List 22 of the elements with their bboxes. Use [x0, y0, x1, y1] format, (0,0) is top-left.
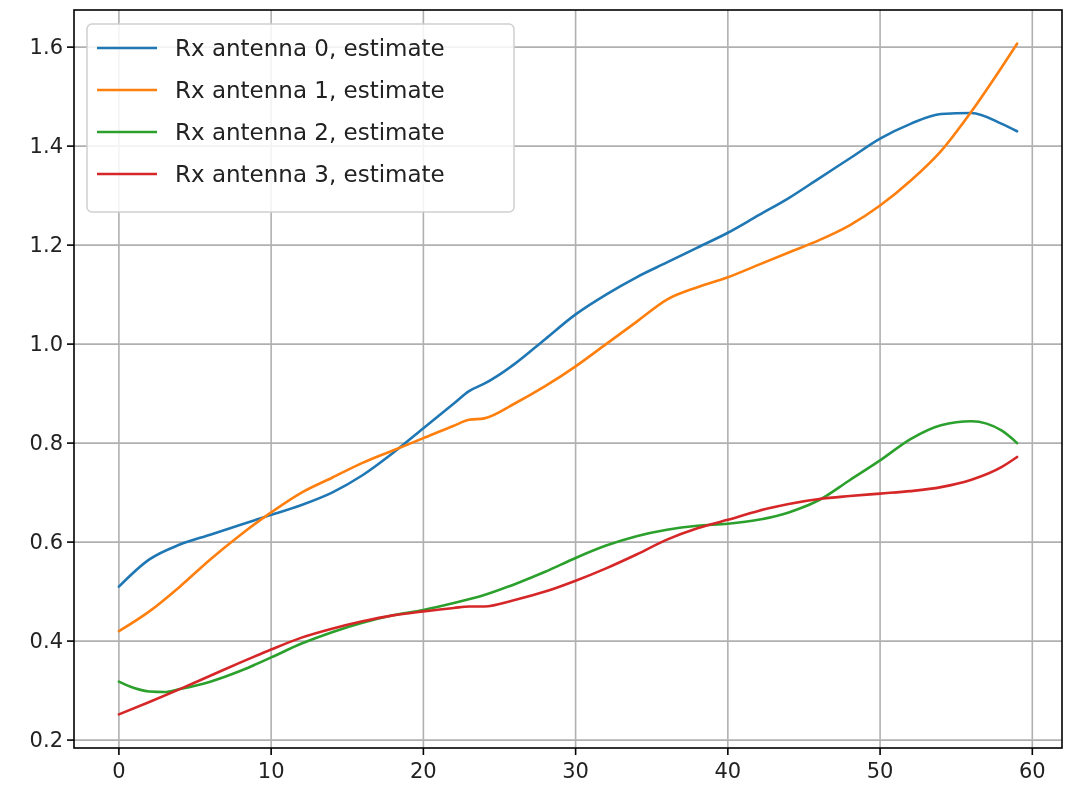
line-series: [117, 420, 1019, 694]
y-tick-label: 1.4: [29, 134, 63, 159]
y-tick-label: 1.2: [29, 233, 63, 258]
y-tick-label: 1.0: [29, 332, 63, 357]
y-tick-label: 1.6: [29, 35, 63, 60]
y-tick-label: 0.8: [29, 431, 63, 456]
x-tick-label: 10: [257, 759, 285, 783]
legend-label: Rx antenna 2, estimate: [175, 119, 445, 146]
y-tick-label: 0.6: [29, 530, 63, 555]
x-tick-label: 20: [410, 759, 437, 783]
x-tick-label: 0: [112, 759, 126, 783]
y-tick-label: 0.4: [29, 629, 63, 654]
x-tick-label: 40: [714, 759, 742, 783]
legend-label: Rx antenna 1, estimate: [175, 77, 445, 104]
line-series: [117, 111, 1019, 588]
x-tick-label: 30: [562, 759, 589, 783]
x-tick-label: 50: [866, 759, 894, 783]
line-series: [117, 455, 1019, 716]
legend-label: Rx antenna 0, estimate: [175, 35, 445, 62]
x-tick-label: 60: [1018, 759, 1046, 783]
y-tick-label: 0.2: [29, 728, 63, 753]
legend-label: Rx antenna 3, estimate: [175, 161, 445, 188]
